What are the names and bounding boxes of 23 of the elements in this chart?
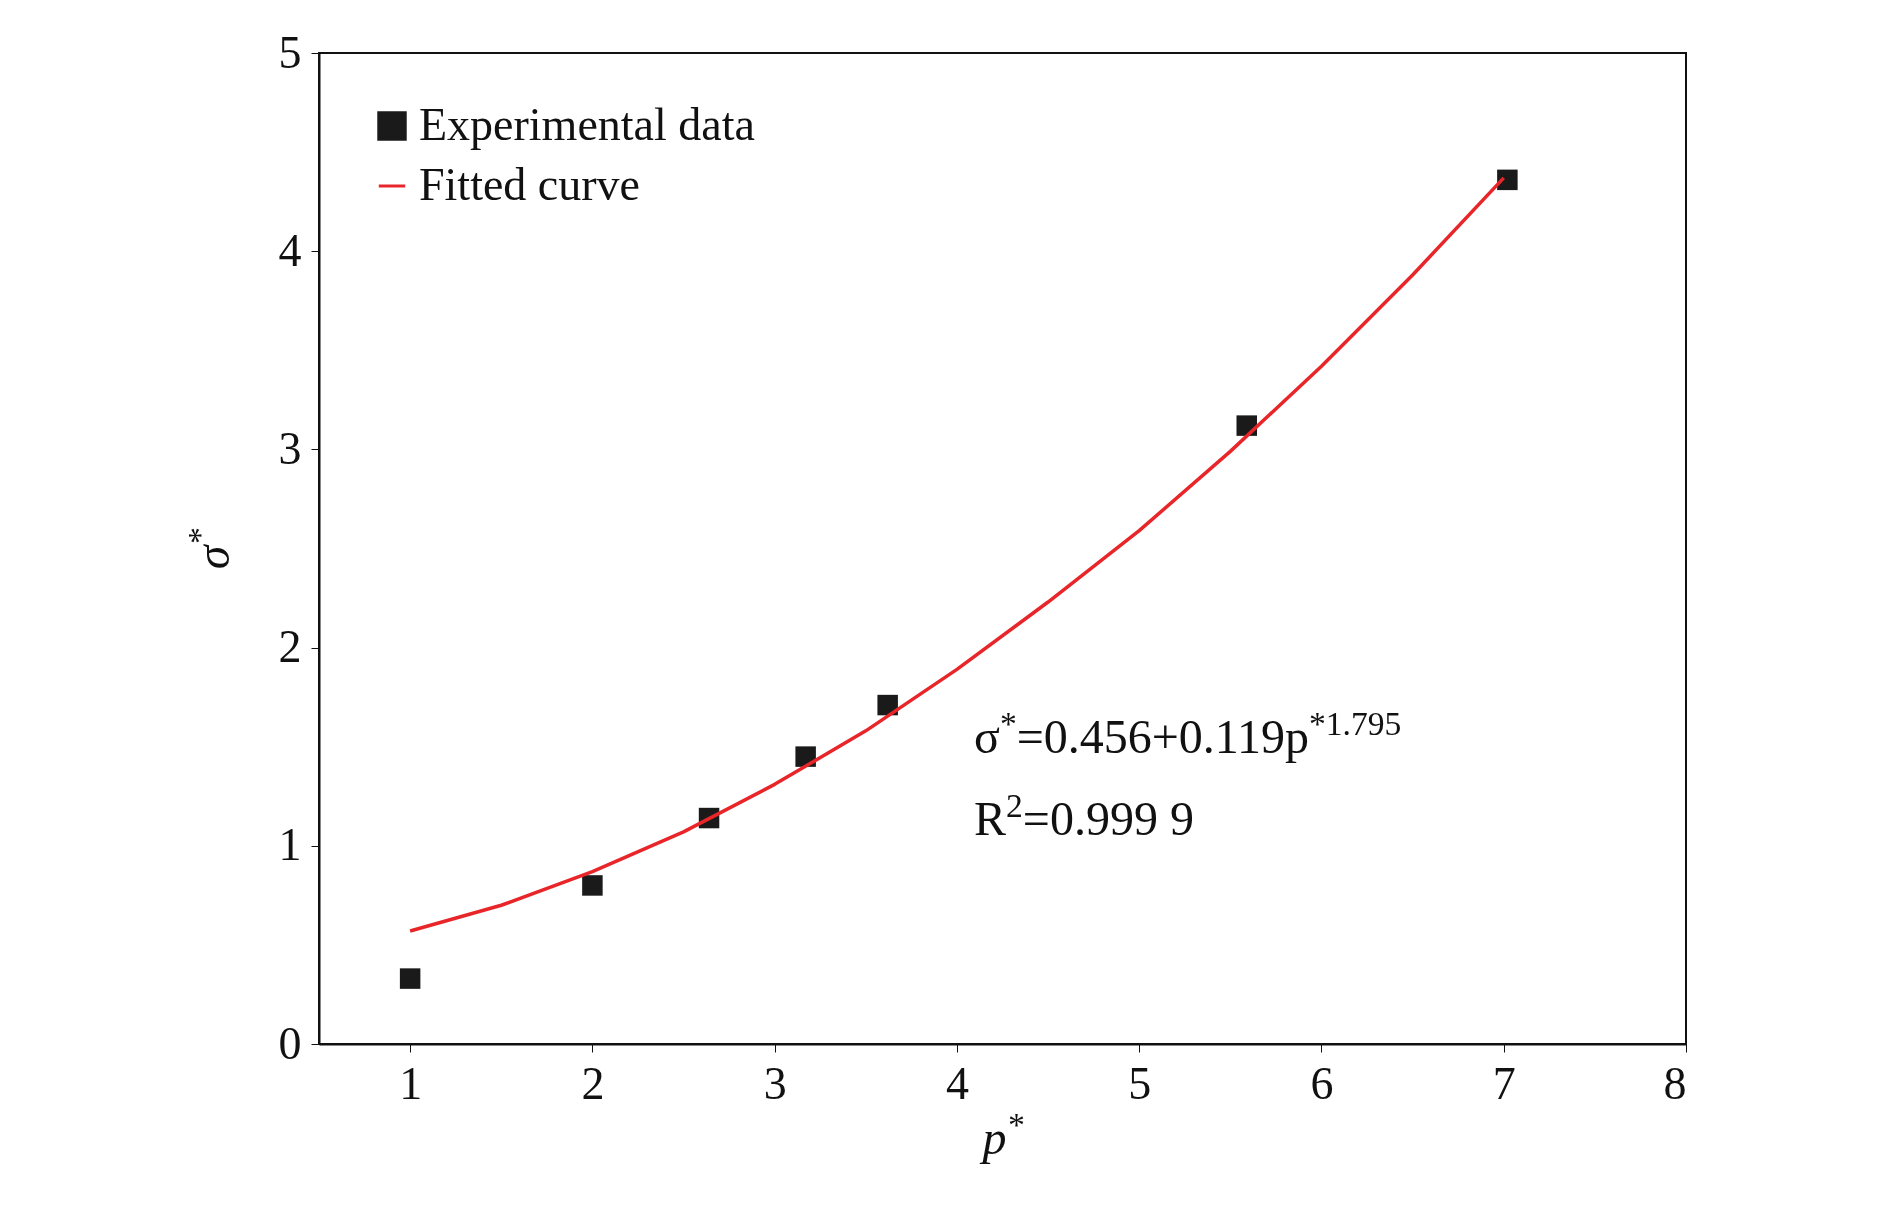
point	[877, 694, 898, 716]
x-tick-label: 3	[763, 1057, 787, 1109]
y-tick-label: 0	[278, 1017, 302, 1069]
annotation: σ$^{*}$=0.456+0.119p$^{*1.795}$	[974, 704, 1402, 763]
x-tick-label: 7	[1492, 1057, 1516, 1109]
y-tick-label: 3	[278, 422, 302, 474]
point	[1497, 169, 1518, 191]
y-tick-label: 4	[278, 224, 302, 276]
x-tick-label: 2	[581, 1057, 605, 1109]
x-axis-title: p$^{*}$	[979, 1105, 1024, 1164]
y-tick-label: 1	[278, 819, 302, 871]
y-tick-label: 2	[278, 621, 302, 673]
point	[582, 875, 603, 896]
x-tick-label: 6	[1310, 1057, 1334, 1109]
x-tick-label: 4	[945, 1057, 969, 1109]
x-tick-label: 8	[1663, 1057, 1687, 1109]
x-tick-label: 5	[1128, 1057, 1152, 1109]
annotation: R$^{2}$=0.999 9	[974, 786, 1194, 845]
point	[399, 968, 421, 989]
legend-label: Experimental data	[419, 99, 755, 150]
x-tick-label: 1	[399, 1057, 423, 1109]
y-tick-label: 5	[278, 26, 302, 78]
legend-label: Fitted curve	[419, 159, 640, 210]
